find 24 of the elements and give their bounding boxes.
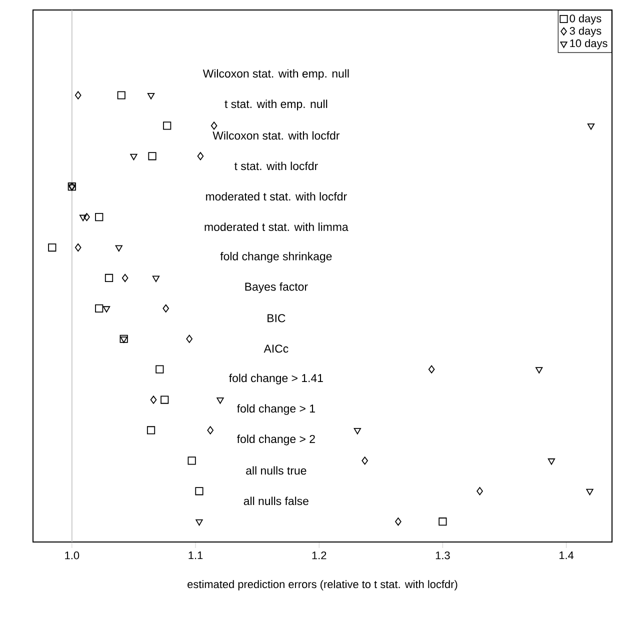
y-tick-label: all nulls true	[246, 466, 306, 475]
x-tick-label: 1.3	[436, 552, 450, 560]
x-tick-label: 1.4	[560, 552, 574, 560]
legend-label: 3 days	[570, 26, 602, 37]
y-tick-label: Wilcoxon stat. with emp. null	[202, 69, 349, 80]
y-tick-label: t stat. with emp. null	[224, 100, 328, 110]
x-tick-label: 1.2	[312, 552, 326, 560]
y-tick-label: fold change > 2	[237, 434, 315, 446]
y-tick-label: BIC	[268, 314, 286, 322]
y-tick-label: AICc	[264, 344, 288, 353]
y-tick-label: t stat. with locfdr	[234, 162, 318, 170]
y-tick-label: fold change > 1.41	[229, 374, 323, 384]
y-tick-label: Wilcoxon stat. with locfdr	[212, 131, 340, 140]
y-tick-label: fold change > 1	[237, 404, 315, 415]
y-tick-label: moderated t stat. with limma	[204, 222, 348, 232]
legend-label: 0 days	[570, 14, 602, 24]
legend-label: 10 days	[570, 39, 608, 50]
x-tick-label: 1.0	[65, 552, 80, 560]
y-tick-label: moderated t stat. with locfdr	[206, 192, 347, 201]
y-tick-label: all nulls false	[244, 496, 308, 506]
x-tick-label: 1.1	[188, 552, 203, 560]
x-axis-title: estimated prediction errors (relative to t stat. with locfdr)	[188, 580, 458, 590]
y-tick-label: Bayes factor	[245, 282, 308, 294]
y-tick-label: fold change shrinkage	[220, 252, 332, 263]
